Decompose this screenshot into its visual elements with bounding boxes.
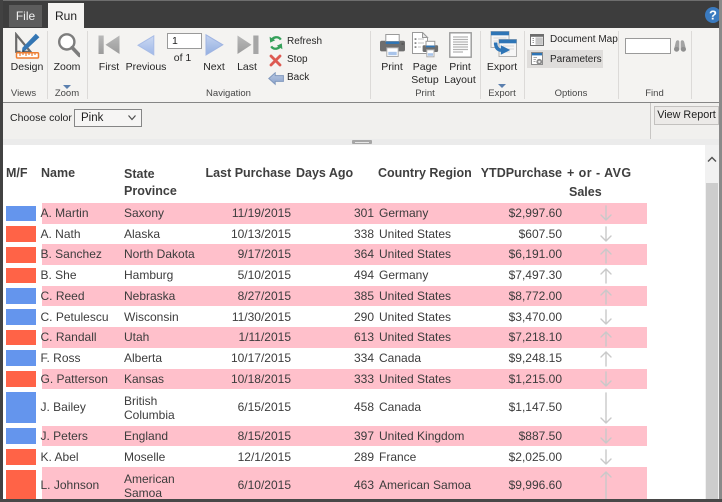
svg-text:?: ?	[709, 8, 717, 23]
